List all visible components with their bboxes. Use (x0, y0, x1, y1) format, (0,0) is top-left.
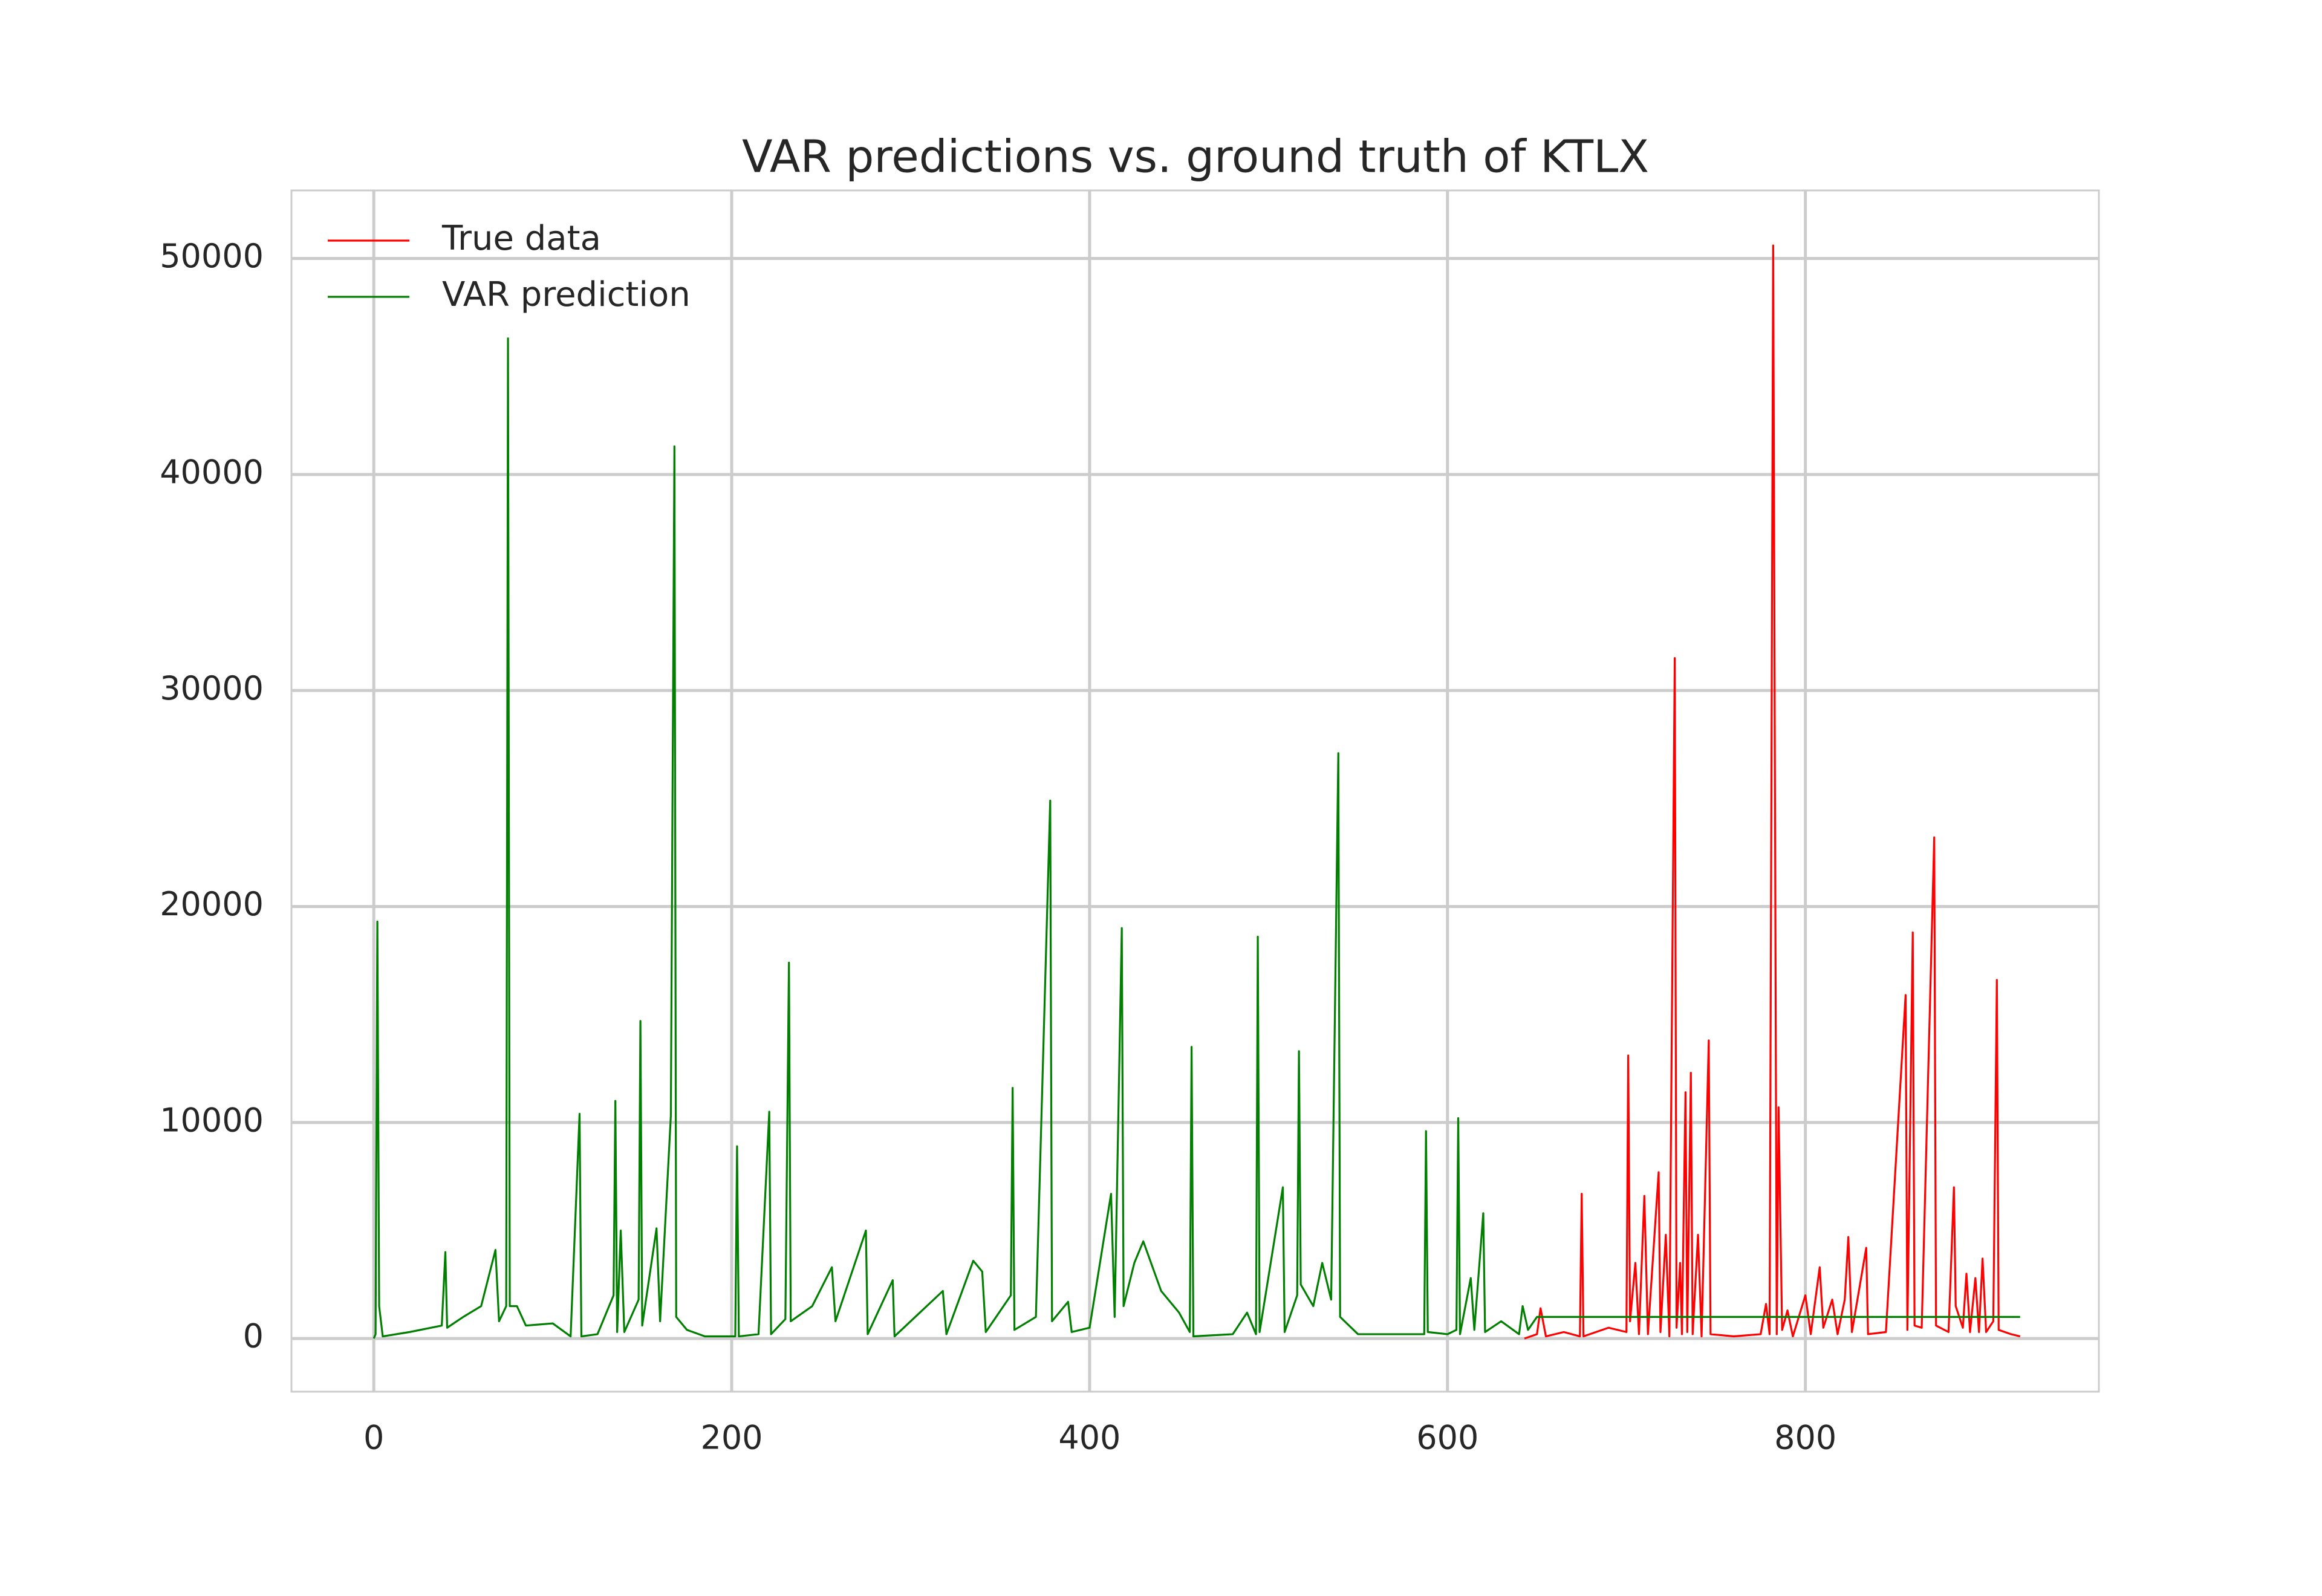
x-tick-label: 600 (1416, 1419, 1478, 1457)
y-tick-label: 20000 (160, 885, 264, 923)
y-tick-label: 10000 (160, 1101, 264, 1139)
series-line (372, 337, 2020, 1339)
series-line (1524, 244, 2021, 1340)
x-tick-label: 200 (700, 1419, 763, 1457)
legend-label: True data (441, 219, 601, 258)
chart-title: VAR predictions vs. ground truth of KTLX (742, 131, 1649, 183)
legend-label: VAR prediction (442, 275, 691, 314)
y-tick-label: 0 (243, 1317, 264, 1355)
plot-frame (290, 189, 2100, 1393)
y-tick-label: 30000 (160, 669, 264, 707)
y-tick-label: 50000 (160, 237, 264, 275)
y-tick-label: 40000 (160, 453, 264, 491)
x-tick-label: 800 (1774, 1419, 1836, 1457)
x-tick-label: 0 (363, 1419, 384, 1457)
x-tick-label: 400 (1058, 1419, 1120, 1457)
